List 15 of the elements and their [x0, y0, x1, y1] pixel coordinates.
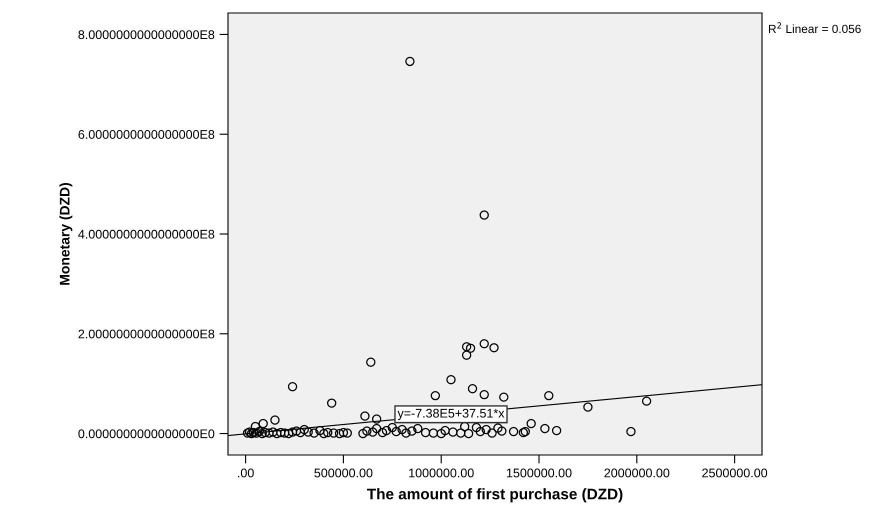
x-tick-label: 2000000.00	[604, 468, 670, 478]
y-axis-title: Monetary (DZD)	[59, 182, 72, 285]
y-tick-label: 2.0000000000000000E8	[78, 330, 214, 338]
text: R$^{2}$ Linear = 0.056	[768, 22, 861, 34]
x-tick-label: .00	[238, 468, 254, 478]
x-tick-label: 2500000.00	[702, 468, 768, 478]
y-tick-label: 8.0000000000000000E8	[78, 30, 214, 40]
y-tick-label: 4.0000000000000000E8	[78, 230, 214, 239]
annotation: y=-7.38E5+37.51*x	[398, 408, 504, 420]
y-tick-label: 0.0000000000000000E0	[78, 429, 214, 438]
x-tick-label: 1500000.00	[506, 468, 572, 478]
x-axis-title: The amount of first purchase (DZD)	[367, 488, 622, 502]
x-tick-label: 500000.00	[314, 468, 372, 478]
x-tick-label: 1000000.00	[409, 468, 474, 478]
y-tick-label: 6.0000000000000000E8	[78, 130, 214, 139]
